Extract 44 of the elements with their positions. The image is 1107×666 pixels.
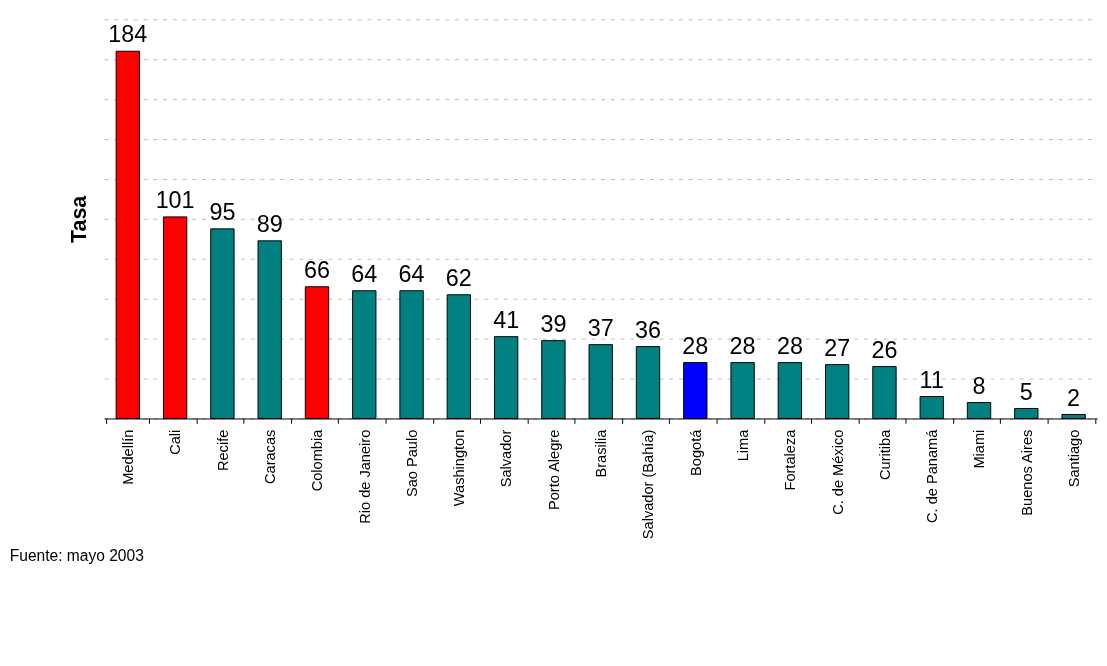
data-label: 8 [972, 372, 986, 399]
x-tick-label: Medellín [120, 429, 137, 485]
x-tick-label: Curitiba [876, 428, 893, 480]
data-label: 11 [919, 366, 944, 393]
data-label: 27 [824, 334, 851, 361]
data-label: 64 [351, 260, 378, 287]
x-tick-label: Fortaleza [782, 428, 799, 491]
data-label: 5 [1019, 378, 1033, 405]
x-tick-label: Recife [214, 429, 231, 472]
data-label: 39 [540, 310, 567, 337]
x-tick-label: Brasilia [593, 428, 610, 478]
data-label: 89 [256, 211, 283, 238]
x-tick-label: Salvador [498, 429, 515, 488]
data-label: 66 [303, 256, 330, 283]
x-tick-label: Santiago [1065, 429, 1082, 488]
x-tick-label: Miami [971, 429, 988, 469]
x-tick-label: Caracas [262, 429, 279, 485]
x-tick-label: Porto Alegre [545, 429, 562, 510]
data-label: 28 [729, 332, 756, 359]
data-label: 28 [776, 332, 803, 359]
x-tick-label: Rio de Janeiro [356, 429, 373, 524]
x-tick-label: Sao Paulo [403, 429, 420, 498]
data-label: 95 [209, 199, 236, 226]
x-tick-label: Buenos Aires [1018, 429, 1035, 516]
x-tick-label: Lima [734, 428, 751, 462]
x-tick-label: Salvador (Bahía) [640, 429, 657, 540]
data-label: 26 [871, 336, 898, 363]
data-label: 101 [155, 187, 195, 214]
data-label: 41 [493, 306, 520, 333]
data-label: 36 [635, 316, 661, 343]
data-label: 2 [1067, 384, 1081, 411]
x-tick-label: C. de Panamá [924, 428, 941, 523]
x-tick-label: Colombia [309, 428, 326, 492]
data-label: 37 [587, 314, 614, 341]
x-tick-label: Washington [451, 429, 468, 507]
data-label: 184 [108, 21, 148, 48]
x-tick-label: C. de México [829, 429, 846, 515]
source-note: Fuente: mayo 2003 [9, 547, 144, 565]
x-tick-label: Cali [167, 429, 184, 455]
y-axis-title: Tasa [67, 194, 92, 243]
x-tick-label: Bogotá [687, 428, 704, 476]
data-label: 62 [445, 264, 472, 291]
data-label: 64 [398, 260, 425, 287]
data-label: 28 [682, 332, 709, 359]
